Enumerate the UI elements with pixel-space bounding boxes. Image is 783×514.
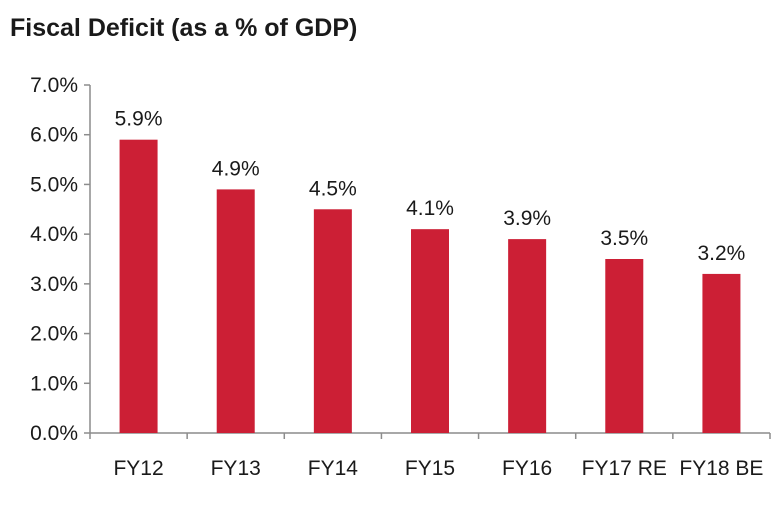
x-tick-label: FY12 (113, 457, 163, 480)
x-axis: FY12 FY13 FY14 FY15 FY16 FY17 RE FY18 BE (89, 432, 771, 480)
x-tick-label: FY17 RE (582, 457, 667, 480)
y-axis: 0.0% 1.0% 2.0% 3.0% 4.0% 5.0% 6.0% 7.0% (30, 74, 91, 445)
bar (313, 209, 352, 433)
bar-value-label: 4.9% (212, 157, 260, 180)
y-tick-label: 4.0% (30, 223, 78, 246)
bar-value-label: 4.5% (309, 177, 357, 200)
y-tick-label: 0.0% (30, 422, 78, 445)
x-tick-label: FY16 (502, 457, 552, 480)
data-labels: 5.9% 4.9% 4.5% 4.1% 3.9% 3.5% 3.2% (115, 108, 746, 265)
bar-value-label: 3.9% (503, 207, 551, 230)
bars (119, 139, 741, 433)
y-tick-label: 7.0% (30, 74, 78, 97)
bar-value-label: 5.9% (115, 108, 163, 131)
bar-value-label: 3.2% (697, 242, 745, 265)
x-tick-label: FY15 (405, 457, 455, 480)
y-tick-label: 3.0% (30, 273, 78, 296)
bar (411, 229, 449, 433)
bar (508, 239, 547, 433)
x-tick-label: FY14 (308, 457, 359, 480)
y-tick-label: 6.0% (30, 124, 78, 147)
x-tick-label: FY18 BE (679, 457, 763, 480)
y-tick-label: 5.0% (30, 173, 78, 196)
bar-value-label: 3.5% (600, 227, 648, 250)
bar-value-label: 4.1% (406, 197, 454, 220)
chart-title: Fiscal Deficit (as a % of GDP) (10, 14, 358, 42)
x-tick-label: FY13 (211, 457, 261, 480)
bar (605, 259, 644, 433)
bar (216, 189, 255, 433)
y-tick-label: 2.0% (30, 323, 78, 346)
bar (119, 139, 158, 433)
bar (702, 273, 741, 433)
y-tick-label: 1.0% (30, 372, 78, 395)
